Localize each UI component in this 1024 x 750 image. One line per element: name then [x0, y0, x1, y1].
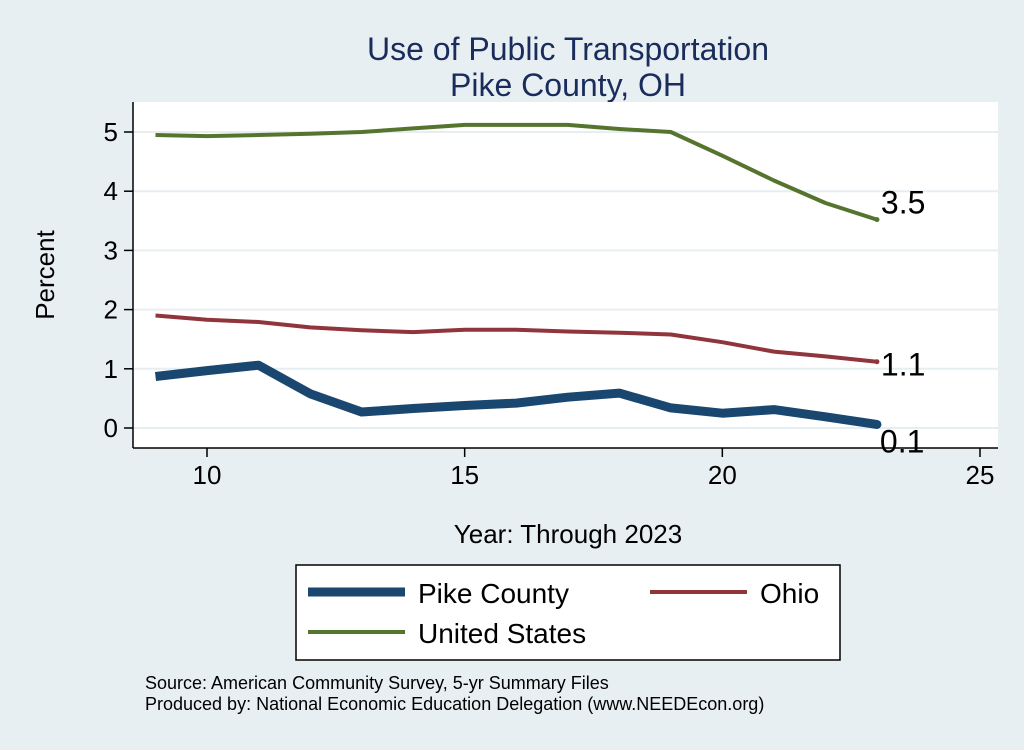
- end-labels: 3.5 1.1 0.1: [880, 185, 925, 460]
- legend-box: [295, 564, 841, 661]
- y-tick-label: 4: [104, 176, 118, 206]
- series-line-ohio: [155, 313, 878, 364]
- series-group: [154, 122, 882, 429]
- plot-area: [133, 102, 998, 448]
- chart-title: Use of Public Transportation: [367, 31, 769, 67]
- produced-by-note: Produced by: National Economic Education…: [145, 694, 764, 714]
- x-tick-label: 10: [193, 460, 222, 490]
- legend-label-ohio: Ohio: [760, 578, 819, 609]
- y-tick-label: 1: [104, 354, 118, 384]
- end-label-ohio: 1.1: [881, 347, 925, 383]
- legend-label-united-states: United States: [418, 618, 586, 649]
- y-tick-label: 0: [104, 413, 118, 443]
- series-end-point-pike-county: [872, 419, 882, 429]
- series-line-pike-county: [154, 360, 878, 429]
- legend: Pike County Ohio United States: [295, 564, 841, 661]
- grid-lines: [133, 131, 998, 429]
- source-note: Source: American Community Survey, 5-yr …: [145, 673, 609, 693]
- y-tick-label: 5: [104, 117, 118, 147]
- x-tick-label: 20: [708, 460, 737, 490]
- axes: 0 1 2 3 4 5 10 15 20 25: [104, 102, 998, 490]
- series-line-united-states: [155, 122, 878, 222]
- x-tick-label: 25: [966, 460, 995, 490]
- series-end-point-united-states: [874, 217, 880, 223]
- end-label-united-states: 3.5: [881, 185, 925, 221]
- chart-subtitle: Pike County, OH: [450, 67, 686, 103]
- y-tick-label: 2: [104, 295, 118, 325]
- x-axis-label: Year: Through 2023: [454, 519, 682, 549]
- y-axis-label: Percent: [30, 229, 60, 319]
- y-tick-label: 3: [104, 235, 118, 265]
- end-label-pike-county: 0.1: [880, 423, 924, 459]
- series-end-point-ohio: [874, 359, 880, 365]
- x-tick-label: 15: [450, 460, 479, 490]
- legend-label-pike-county: Pike County: [418, 578, 569, 609]
